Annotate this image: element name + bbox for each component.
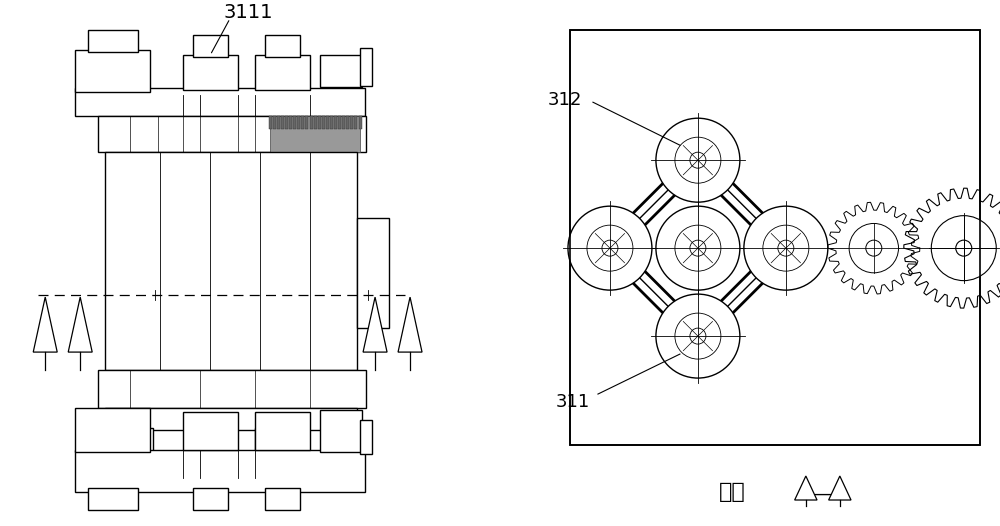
Polygon shape	[398, 297, 422, 352]
Bar	[98, 116, 366, 152]
Circle shape	[778, 240, 794, 256]
Bar	[342, 116, 345, 129]
Polygon shape	[829, 476, 851, 500]
Circle shape	[675, 137, 721, 183]
Bar	[285, 116, 288, 129]
Circle shape	[568, 206, 652, 290]
Bar	[350, 116, 353, 129]
Text: 311: 311	[556, 393, 590, 411]
Bar	[270, 116, 360, 152]
Bar	[297, 116, 300, 129]
Bar	[75, 450, 365, 492]
Bar	[314, 116, 317, 129]
Circle shape	[587, 225, 633, 271]
Bar	[305, 116, 308, 129]
Bar	[75, 50, 150, 92]
Bar	[322, 116, 325, 129]
Circle shape	[931, 216, 996, 281]
Bar	[190, 428, 228, 452]
Polygon shape	[363, 297, 387, 352]
Bar	[98, 370, 366, 408]
Bar	[105, 408, 357, 430]
Bar	[320, 55, 362, 87]
Bar	[88, 31, 138, 52]
Circle shape	[690, 152, 706, 168]
Bar	[357, 218, 389, 328]
Bar	[570, 31, 980, 445]
Bar	[293, 116, 296, 129]
Bar	[183, 412, 238, 450]
Bar	[183, 55, 238, 90]
Bar	[301, 116, 304, 129]
Bar	[193, 35, 228, 57]
Polygon shape	[68, 297, 92, 352]
Bar	[115, 428, 153, 452]
Bar	[265, 35, 300, 57]
Bar	[255, 55, 310, 90]
Bar	[255, 428, 293, 452]
Text: 312: 312	[548, 91, 582, 109]
Text: —: —	[813, 485, 831, 503]
Bar	[320, 410, 362, 452]
Circle shape	[690, 240, 706, 256]
Bar	[580, 220, 610, 276]
Bar	[334, 116, 337, 129]
Bar	[318, 116, 321, 129]
Bar	[269, 116, 272, 129]
Bar	[338, 116, 341, 129]
Polygon shape	[33, 297, 57, 352]
Bar	[265, 488, 300, 510]
Bar	[277, 116, 280, 129]
Bar	[88, 488, 138, 510]
Bar	[193, 488, 228, 510]
Bar	[75, 408, 150, 452]
Bar	[75, 88, 365, 116]
Bar	[273, 116, 276, 129]
Circle shape	[656, 118, 740, 202]
Text: 3111: 3111	[223, 3, 273, 22]
Text: 剖面: 剖面	[719, 482, 745, 502]
Bar	[330, 116, 333, 129]
Circle shape	[849, 224, 899, 273]
Bar	[326, 116, 329, 129]
Bar	[281, 116, 284, 129]
Circle shape	[656, 206, 740, 290]
Circle shape	[675, 313, 721, 359]
Polygon shape	[795, 476, 817, 500]
Circle shape	[956, 240, 972, 256]
Bar	[255, 412, 310, 450]
Circle shape	[744, 206, 828, 290]
Bar	[289, 116, 292, 129]
Bar	[360, 420, 372, 454]
Bar	[310, 116, 313, 129]
Bar	[105, 152, 357, 370]
Circle shape	[866, 240, 882, 256]
Circle shape	[763, 225, 809, 271]
Bar	[346, 116, 349, 129]
Bar	[570, 31, 980, 445]
Bar	[359, 116, 362, 129]
Bar	[354, 116, 357, 129]
Bar	[360, 48, 372, 86]
Circle shape	[656, 294, 740, 378]
Circle shape	[675, 225, 721, 271]
Circle shape	[690, 328, 706, 344]
Circle shape	[602, 240, 618, 256]
